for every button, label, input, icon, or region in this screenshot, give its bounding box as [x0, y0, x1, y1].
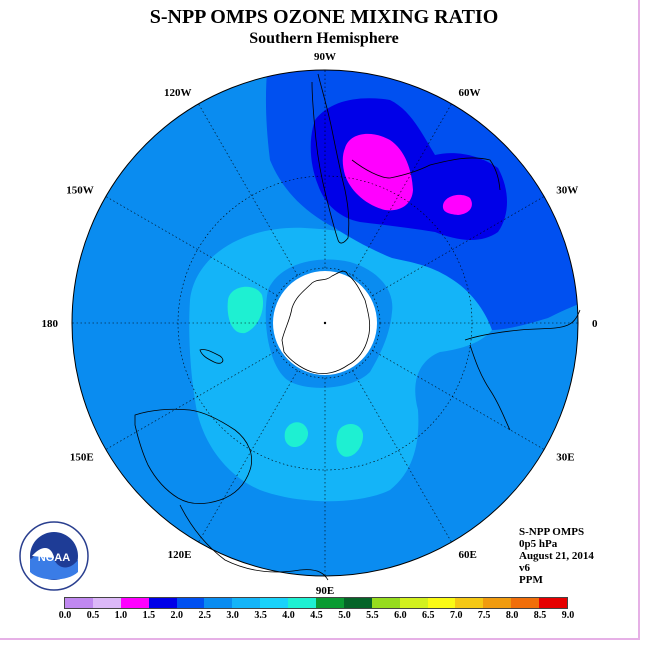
colorbar-tick-label: 7.5: [477, 610, 491, 621]
colorbar-tick-label: 9.0: [561, 610, 575, 621]
colorbar-swatch: [176, 598, 205, 608]
meridian-line: [352, 103, 452, 276]
colorbar-swatch: [371, 598, 400, 608]
longitude-label: 120W: [164, 87, 192, 99]
longitude-labels: 90W 60W 120W 30W 150W 0 180 30E 150E 60E 120E 90E: [42, 51, 599, 597]
colorbar-tick-label: 4.5: [310, 610, 323, 621]
colorbar-tick-label: 1.0: [114, 610, 128, 621]
colorbar-swatch: [204, 598, 233, 608]
meridian-line: [105, 350, 278, 450]
colorbar-tick-label: 0.0: [58, 610, 72, 621]
colorbar-swatch: [92, 598, 121, 608]
longitude-label: 90W: [314, 51, 336, 63]
meridian-line: [372, 350, 545, 450]
colorbar-tick-label: 5.5: [366, 610, 379, 621]
colorbar-swatch: [399, 598, 428, 608]
colorbar-tick-label: 8.0: [505, 610, 519, 621]
graticule: [72, 70, 578, 576]
colorbar-tick-label: 0.5: [86, 610, 100, 621]
coastlines: [134, 73, 581, 581]
meridian-line: [198, 103, 298, 276]
colorbar-tick-label: 2.0: [170, 610, 184, 621]
map-title: S-NPP OMPS OZONE MIXING RATIO: [149, 6, 499, 28]
colorbar-tick-label: 8.5: [533, 610, 547, 621]
longitude-label: 0: [592, 318, 598, 330]
info-block: S-NPP OMPS 0p5 hPa August 21, 2014 v6 PP…: [519, 526, 594, 586]
new-zealand-coast: [199, 349, 224, 364]
colorbar-swatch: [483, 598, 512, 608]
longitude-label: 180: [42, 318, 59, 330]
colorbar-tick-label: 1.5: [142, 610, 156, 621]
colorbar-tick-label: 6.0: [394, 610, 407, 621]
longitude-label: 150E: [70, 452, 94, 464]
africa-coast: [464, 309, 581, 341]
longitude-label: 60E: [459, 549, 477, 561]
colorbar-swatch: [120, 598, 149, 608]
colorbar-swatch: [148, 598, 177, 608]
meridian-line: [372, 196, 545, 296]
noaa-logo-text: NOAA: [38, 552, 70, 564]
antarctica-coast: [281, 270, 371, 374]
colorbar-swatch: [455, 598, 484, 608]
colorbar-tick-label: 5.0: [338, 610, 351, 621]
colorbar-swatch: [316, 598, 344, 608]
south-america-coast: [311, 73, 350, 244]
colorbar-ticks: 0.0 0.5 1.0 1.5 2.0 2.5 3.0 3.5 4.0 4.5 5.0 5.5 6.0 6…: [0, 610, 648, 624]
units-label: PPM: [519, 574, 543, 586]
south-pole-marker: [323, 321, 327, 325]
colorbar-swatch: [343, 598, 372, 608]
map-subtitle: Southern Hemisphere: [249, 30, 399, 47]
map-boundary: [71, 69, 579, 577]
colorbar-swatch: [427, 598, 456, 608]
longitude-label: 120E: [168, 549, 192, 561]
instrument-label: S-NPP OMPS: [519, 526, 585, 538]
meridian-line: [198, 370, 298, 543]
date-label: August 21, 2014: [519, 550, 594, 562]
colorbar-swatch: [288, 598, 317, 608]
colorbar-swatch: [511, 598, 540, 608]
colorbar-tick-label: 7.0: [449, 610, 463, 621]
colorbar-tick-label: 3.5: [254, 610, 267, 621]
colorbar-tick-label: 6.5: [422, 610, 435, 621]
noaa-logo: NOAA: [18, 520, 90, 597]
colorbar: [64, 597, 569, 609]
colorbar-swatch: [65, 598, 93, 608]
longitude-label: 150W: [66, 185, 94, 197]
longitude-label: 30W: [556, 185, 578, 197]
longitude-label: 90E: [316, 585, 334, 597]
australia-coast: [134, 408, 252, 504]
colorbar-tick-label: 2.5: [198, 610, 211, 621]
colorbar-swatch: [539, 598, 568, 608]
level-label: 0p5 hPa: [519, 538, 558, 550]
colorbar-swatch: [232, 598, 261, 608]
longitude-label: 60W: [459, 87, 481, 99]
colorbar-swatch: [260, 598, 289, 608]
longitude-label: 30E: [556, 452, 574, 464]
figure-frame: [0, 0, 640, 640]
version-label: v6: [519, 562, 530, 574]
meridian-line: [105, 196, 278, 296]
colorbar-tick-label: 4.0: [282, 610, 295, 621]
colorbar-tick-label: 3.0: [226, 610, 239, 621]
meridian-line: [352, 370, 452, 543]
